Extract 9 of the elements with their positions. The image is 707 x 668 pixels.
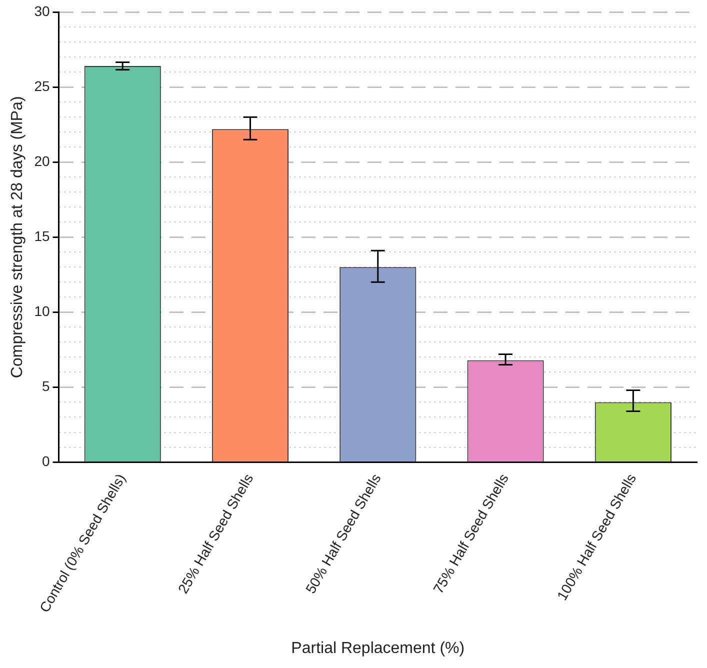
y-tick-label: 30 [34, 2, 50, 19]
y-tick-label: 15 [34, 228, 50, 244]
x-axis-title: Partial Replacement (%) [291, 640, 465, 657]
y-tick-label: 0 [42, 453, 50, 470]
y-tick-label: 10 [34, 303, 50, 320]
y-tick-label: 25 [34, 78, 50, 94]
y-axis-title: Compressive strength at 28 days (MPa) [9, 96, 26, 378]
y-tick-label: 5 [42, 378, 50, 394]
y-tick-label: 20 [34, 152, 50, 169]
